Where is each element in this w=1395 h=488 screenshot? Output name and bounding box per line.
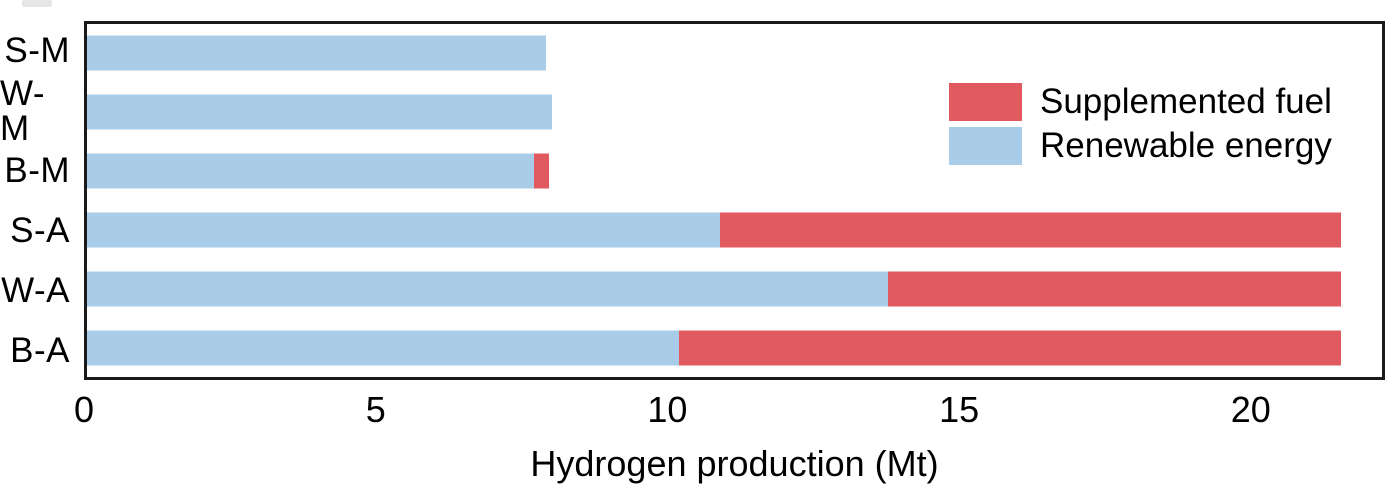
legend: Supplemented fuel Renewable energy xyxy=(949,82,1332,166)
bar-segment-supplemented-fuel-w-a xyxy=(888,271,1342,307)
x-tick-10: 10 xyxy=(647,389,688,430)
legend-item-supplemented-fuel: Supplemented fuel xyxy=(949,82,1332,122)
bar-segment-renewable-energy-w-m xyxy=(87,94,552,130)
bar-segment-renewable-energy-b-m xyxy=(87,153,535,189)
x-axis-tick-labels: 0 5 10 15 20 xyxy=(74,389,1385,432)
bars-container xyxy=(87,24,1382,377)
x-axis-title: Hydrogen production (Mt) xyxy=(530,443,939,484)
y-axis-labels: S-M W-M B-M S-A W-A B-A xyxy=(0,21,70,380)
legend-item-renewable-energy: Renewable energy xyxy=(949,125,1332,166)
legend-label-supplemented-fuel: Supplemented fuel xyxy=(1040,82,1332,121)
cropped-panel-label-artifact xyxy=(22,0,52,7)
legend-label-renewable-energy: Renewable energy xyxy=(1040,125,1332,165)
x-tick-20: 20 xyxy=(1230,389,1271,430)
y-label-w-a: W-A xyxy=(1,270,70,310)
bar-w-a xyxy=(87,271,1382,307)
bar-row-s-a xyxy=(87,200,1382,259)
bar-b-a xyxy=(87,330,1382,366)
bar-segment-supplemented-fuel-b-a xyxy=(679,330,1342,366)
bar-s-a xyxy=(87,212,1382,248)
y-label-b-m: B-M xyxy=(4,151,70,191)
x-tick-15: 15 xyxy=(939,389,980,430)
bar-segment-supplemented-fuel-b-m xyxy=(534,153,549,189)
bar-segment-supplemented-fuel-s-a xyxy=(719,212,1342,248)
bar-s-m xyxy=(87,35,1382,71)
bar-segment-renewable-energy-w-a xyxy=(87,271,889,307)
legend-swatch-renewable-energy xyxy=(949,126,1022,165)
bar-segment-renewable-energy-s-m xyxy=(87,35,546,71)
plot-area: Supplemented fuel Renewable energy xyxy=(84,21,1385,380)
y-label-s-m: S-M xyxy=(4,31,70,71)
bar-row-b-a xyxy=(87,318,1382,377)
y-label-w-m: W-M xyxy=(0,73,46,148)
bar-row-w-a xyxy=(87,259,1382,318)
y-label-b-a: B-A xyxy=(10,330,70,370)
bar-segment-renewable-energy-s-a xyxy=(87,212,720,248)
legend-swatch-supplemented-fuel xyxy=(949,83,1022,122)
y-label-s-a: S-A xyxy=(10,210,70,250)
x-tick-5: 5 xyxy=(365,389,386,430)
bar-row-s-m xyxy=(87,24,1382,83)
bar-segment-renewable-energy-b-a xyxy=(87,330,680,366)
x-tick-0: 0 xyxy=(73,389,95,430)
